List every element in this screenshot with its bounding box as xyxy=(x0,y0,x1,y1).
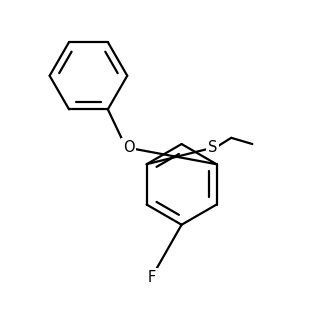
Text: S: S xyxy=(208,140,217,155)
Text: F: F xyxy=(148,270,156,285)
Text: O: O xyxy=(123,140,135,155)
